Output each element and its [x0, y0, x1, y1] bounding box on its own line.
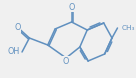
Text: CH₃: CH₃ — [122, 25, 136, 31]
Text: O: O — [14, 23, 21, 33]
Text: O: O — [68, 2, 75, 11]
Text: O: O — [63, 56, 69, 66]
Text: OH: OH — [7, 48, 19, 56]
